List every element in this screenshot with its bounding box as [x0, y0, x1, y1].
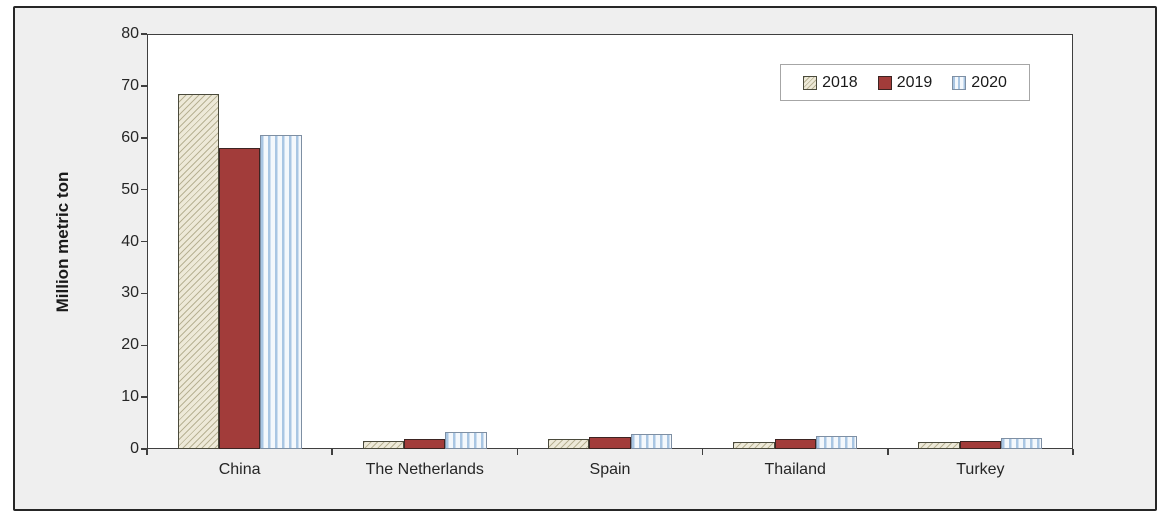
legend: 2018 2019 2020 — [780, 64, 1030, 101]
x-category-label: Spain — [589, 461, 631, 478]
legend-label-2019: 2019 — [896, 73, 933, 91]
y-tick-label: 60 — [121, 128, 139, 146]
bar-2019-china — [218, 148, 261, 449]
bar-2019-turkey — [959, 440, 1002, 449]
bar-2020-thailand — [815, 436, 858, 449]
y-tick-label: 50 — [121, 180, 139, 198]
bar-2019-the-netherlands — [404, 438, 446, 449]
bar-2020-china — [260, 135, 302, 449]
y-tick-label: 10 — [121, 388, 139, 406]
legend-label-2020: 2020 — [971, 73, 1007, 91]
bar-2019-thailand — [774, 439, 816, 449]
bar-2020-turkey — [1001, 438, 1043, 449]
y-tick-mark — [141, 188, 147, 191]
y-tick-mark — [141, 396, 147, 398]
bar-2018-turkey — [918, 441, 960, 449]
x-tick-mark — [146, 449, 148, 455]
x-category-label: Turkey — [956, 461, 1005, 478]
bar-2020-the-netherlands — [445, 431, 487, 449]
y-tick-label: 80 — [121, 25, 139, 42]
x-tick-mark — [887, 449, 889, 455]
legend-swatch-2018 — [803, 75, 818, 90]
bar-2019-spain — [589, 437, 631, 449]
x-tick-mark — [1072, 449, 1074, 455]
y-tick-label: 20 — [121, 336, 139, 354]
y-tick-mark — [141, 448, 147, 450]
y-tick-mark — [141, 85, 147, 87]
y-tick-mark — [141, 33, 147, 35]
legend-swatch-2019 — [877, 75, 892, 90]
y-tick-mark — [141, 240, 147, 243]
y-tick-label: 40 — [121, 232, 139, 250]
y-tick-label: 30 — [121, 284, 139, 302]
y-tick-mark — [141, 344, 147, 346]
bar-2018-the-netherlands — [362, 441, 405, 449]
x-category-label: Thailand — [764, 461, 826, 478]
x-tick-mark — [701, 449, 704, 455]
legend-item-2020: 2020 — [952, 74, 1007, 92]
y-tick-mark — [141, 292, 147, 295]
x-category-label: China — [218, 461, 261, 478]
y-tick-mark — [141, 137, 147, 139]
legend-swatch-2020 — [952, 75, 967, 90]
y-axis-title: Million metric ton — [53, 171, 72, 313]
bar-2018-spain — [548, 439, 590, 449]
x-category-label: The Netherlands — [365, 461, 484, 478]
x-tick-mark — [516, 449, 519, 455]
bar-2020-spain — [630, 433, 672, 449]
legend-item-2019: 2019 — [877, 73, 933, 92]
legend-label-2018: 2018 — [822, 73, 858, 91]
y-tick-label: 0 — [130, 440, 139, 457]
bar-2018-china — [177, 93, 219, 449]
legend-item-2018: 2018 — [803, 74, 858, 92]
y-tick-label: 70 — [121, 76, 139, 94]
bar-2018-thailand — [733, 442, 775, 449]
x-tick-mark — [331, 449, 333, 455]
